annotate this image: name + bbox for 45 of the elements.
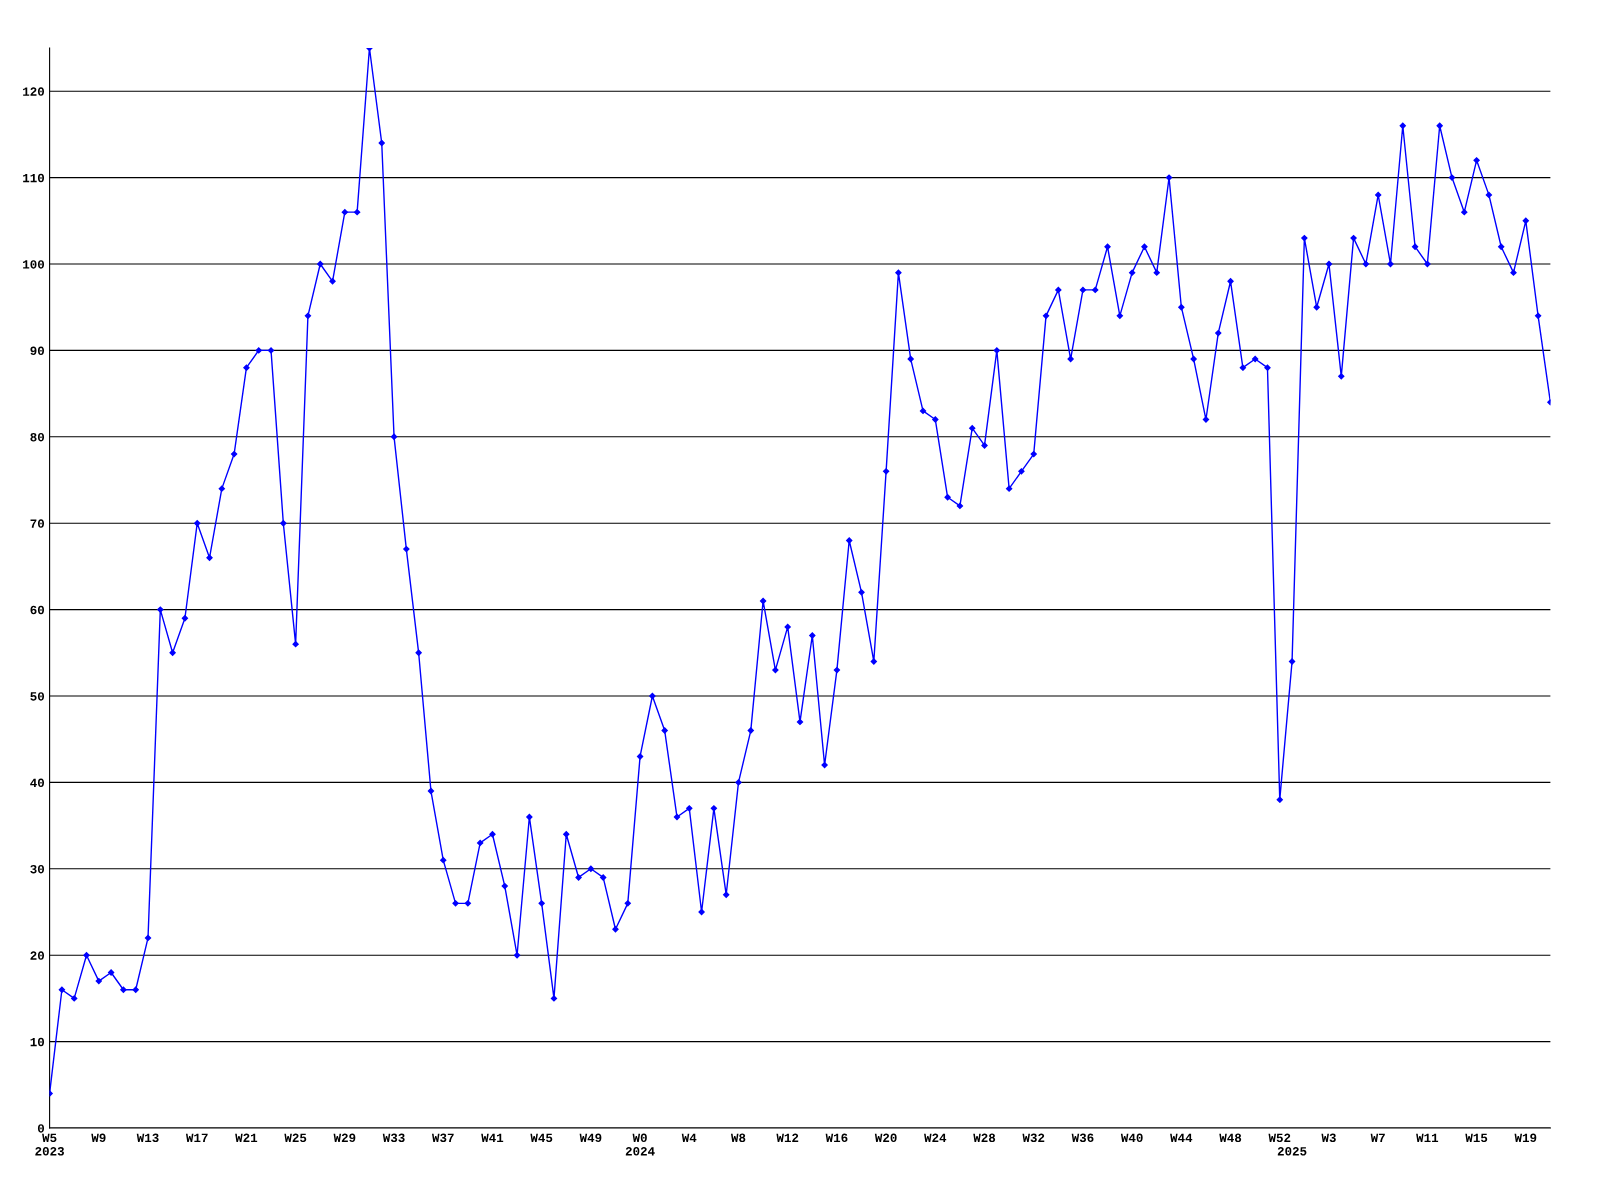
x-tick-label: W9 <box>91 1133 106 1143</box>
y-tick-label: 50 <box>30 692 45 701</box>
x-tick-label: W44 <box>1170 1133 1193 1142</box>
y-tick-label: 80 <box>30 432 45 442</box>
x-tick-label: W48 <box>1219 1133 1242 1143</box>
y-tick-label: 110 <box>23 173 45 183</box>
x-tick-label: W21 <box>235 1133 258 1142</box>
x-tick-label: W28 <box>973 1133 996 1143</box>
y-tick-label: 10 <box>30 1037 45 1047</box>
x-tick-label: W52 <box>1268 1133 1291 1143</box>
x-tick-label: W15 <box>1465 1133 1488 1143</box>
x-tick-label: W8 <box>730 1133 746 1143</box>
x-tick-label: W13 <box>136 1133 159 1143</box>
x-tick-label: W24 <box>924 1133 947 1142</box>
y-tick-label: 30 <box>30 864 45 874</box>
x-tick-label: W7 <box>1370 1133 1385 1142</box>
x-tick-label: W16 <box>825 1133 848 1143</box>
x-tick-label: W20 <box>874 1133 897 1143</box>
x-tick-label: W32 <box>1022 1133 1045 1143</box>
y-tick-label: 40 <box>30 778 45 788</box>
y-tick-label: 90 <box>30 346 45 356</box>
x-tick-label: W0 2024 <box>625 1133 655 1156</box>
y-tick-label: 0 <box>37 1124 45 1133</box>
x-tick-label: W41 <box>481 1133 504 1142</box>
x-tick-label: W49 <box>579 1133 602 1143</box>
x-tick-label: W40 <box>1120 1133 1143 1143</box>
x-tick-label: W29 <box>333 1133 356 1143</box>
x-tick-label: W5 2023 <box>35 1133 64 1156</box>
x-tick-label: W12 <box>776 1133 799 1142</box>
x-tick-label: W33 <box>382 1133 405 1143</box>
x-tick-label: W11 <box>1416 1133 1439 1142</box>
x-tick-label: W3 <box>1321 1133 1336 1143</box>
x-tick-label: 2025 <box>1277 1147 1307 1156</box>
y-tick-label: 100 <box>23 260 45 269</box>
y-tick-label: 120 <box>23 87 45 96</box>
x-tick-label: W19 <box>1514 1133 1537 1143</box>
y-tick-label: 70 <box>30 519 45 528</box>
x-tick-label: W4 <box>681 1133 697 1142</box>
x-tick-label: W17 <box>185 1133 208 1142</box>
y-tick-label: 60 <box>30 605 45 615</box>
x-tick-label: W45 <box>530 1133 553 1143</box>
x-tick-label: W36 <box>1071 1133 1094 1143</box>
x-tick-label: W37 <box>432 1133 454 1143</box>
x-tick-label: W25 <box>284 1133 307 1143</box>
y-tick-label: 20 <box>30 951 45 960</box>
